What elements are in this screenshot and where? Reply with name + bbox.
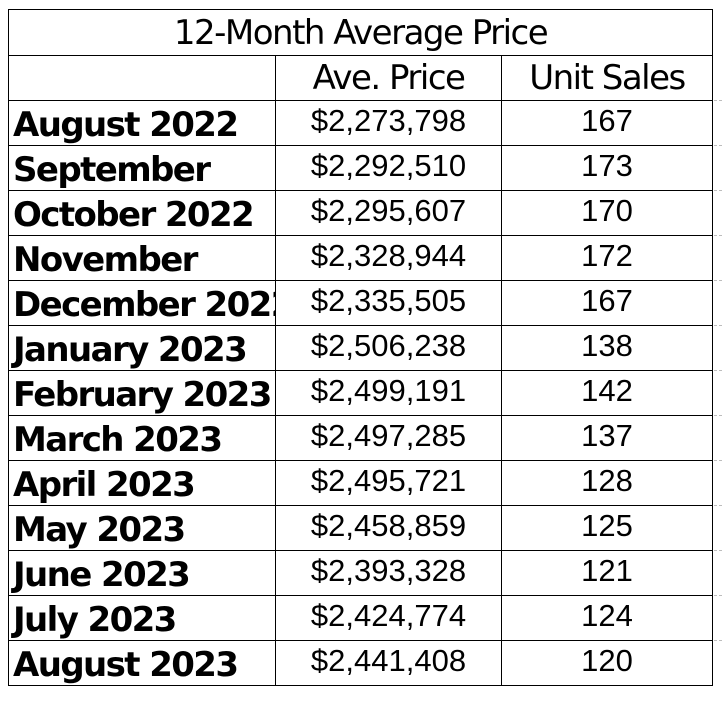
table-row: April 2023 $2,495,721 128 — [8, 460, 714, 506]
gridline-stub — [714, 235, 722, 236]
unit-sales-cell: 124 — [500, 595, 714, 641]
header-ave-price: Ave. Price — [275, 55, 502, 101]
table-row: November $2,328,944 172 — [8, 235, 714, 281]
gridline-stub — [714, 595, 722, 596]
gridline-stub — [714, 325, 722, 326]
gridline-stub — [714, 100, 722, 101]
month-cell: October 2022 — [8, 190, 276, 236]
month-cell: August 2022 — [8, 100, 276, 146]
unit-sales-cell: 120 — [500, 640, 714, 686]
price-cell: $2,424,774 — [275, 595, 502, 641]
average-price-table: 12-Month Average Price Ave. Price Unit S… — [7, 9, 714, 686]
month-cell: December 2022 — [8, 280, 276, 326]
price-cell: $2,497,285 — [275, 415, 502, 461]
month-cell: July 2023 — [8, 595, 276, 641]
table-row: July 2023 $2,424,774 124 — [8, 595, 714, 641]
table-row: March 2023 $2,497,285 137 — [8, 415, 714, 461]
spreadsheet-gridline-stubs — [714, 55, 722, 695]
month-cell: May 2023 — [8, 505, 276, 551]
table-title-row: 12-Month Average Price — [7, 9, 714, 56]
gridline-stub — [714, 280, 722, 281]
price-cell: $2,295,607 — [275, 190, 502, 236]
gridline-stub — [714, 190, 722, 191]
table-row: September $2,292,510 173 — [8, 145, 714, 191]
gridline-stub — [714, 550, 722, 551]
month-cell: April 2023 — [8, 460, 276, 506]
table-row: August 2022 $2,273,798 167 — [8, 100, 714, 146]
month-cell: September — [8, 145, 276, 191]
price-cell: $2,393,328 — [275, 550, 502, 596]
unit-sales-cell: 172 — [500, 235, 714, 281]
gridline-stub — [714, 415, 722, 416]
price-cell: $2,458,859 — [275, 505, 502, 551]
table-row: June 2023 $2,393,328 121 — [8, 550, 714, 596]
month-cell: January 2023 — [8, 325, 276, 371]
table-row: May 2023 $2,458,859 125 — [8, 505, 714, 551]
unit-sales-cell: 138 — [500, 325, 714, 371]
unit-sales-cell: 137 — [500, 415, 714, 461]
month-cell: August 2023 — [8, 640, 276, 686]
price-table-container: 12-Month Average Price Ave. Price Unit S… — [7, 9, 714, 686]
gridline-stub — [714, 370, 722, 371]
month-cell: November — [8, 235, 276, 281]
table-row: January 2023 $2,506,238 138 — [8, 325, 714, 371]
price-cell: $2,328,944 — [275, 235, 502, 281]
table-row: December 2022 $2,335,505 167 — [8, 280, 714, 326]
price-cell: $2,292,510 — [275, 145, 502, 191]
header-unit-sales: Unit Sales — [500, 55, 714, 101]
price-cell: $2,335,505 — [275, 280, 502, 326]
gridline-stub — [714, 640, 722, 641]
price-cell: $2,495,721 — [275, 460, 502, 506]
table-row: October 2022 $2,295,607 170 — [8, 190, 714, 236]
price-cell: $2,506,238 — [275, 325, 502, 371]
month-cell: February 2023 — [8, 370, 276, 416]
unit-sales-cell: 128 — [500, 460, 714, 506]
price-cell: $2,441,408 — [275, 640, 502, 686]
unit-sales-cell: 167 — [500, 280, 714, 326]
price-cell: $2,273,798 — [275, 100, 502, 146]
table-row: February 2023 $2,499,191 142 — [8, 370, 714, 416]
month-cell: June 2023 — [8, 550, 276, 596]
unit-sales-cell: 173 — [500, 145, 714, 191]
unit-sales-cell: 170 — [500, 190, 714, 236]
table-header-row: Ave. Price Unit Sales — [8, 55, 714, 101]
unit-sales-cell: 125 — [500, 505, 714, 551]
unit-sales-cell: 142 — [500, 370, 714, 416]
table-title: 12-Month Average Price — [7, 9, 714, 56]
month-cell: March 2023 — [8, 415, 276, 461]
table-row: August 2023 $2,441,408 120 — [8, 640, 714, 686]
unit-sales-cell: 167 — [500, 100, 714, 146]
header-month — [8, 55, 276, 101]
price-cell: $2,499,191 — [275, 370, 502, 416]
gridline-stub — [714, 505, 722, 506]
gridline-stub — [714, 145, 722, 146]
gridline-stub — [714, 460, 722, 461]
unit-sales-cell: 121 — [500, 550, 714, 596]
